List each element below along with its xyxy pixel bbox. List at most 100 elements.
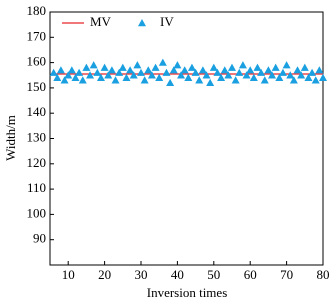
iv-point (282, 61, 291, 69)
y-tick-label: 140 (27, 104, 47, 119)
legend-label: IV (160, 14, 174, 29)
x-tick-label: 10 (62, 267, 75, 282)
iv-point (217, 73, 226, 81)
iv-point (158, 58, 167, 66)
x-tick-label: 40 (171, 267, 184, 282)
iv-point (75, 68, 84, 76)
iv-point (278, 68, 287, 76)
iv-point (100, 63, 109, 71)
iv-point (187, 63, 196, 71)
iv-point (238, 61, 247, 69)
iv-point (228, 63, 236, 71)
iv-point (107, 66, 116, 74)
y-tick-label: 90 (33, 231, 46, 246)
iv-point (144, 66, 153, 74)
iv-point (78, 76, 87, 84)
iv-point (289, 76, 298, 84)
iv-point (246, 66, 255, 74)
iv-point (206, 78, 215, 87)
iv-point (257, 68, 266, 76)
iv-point (64, 71, 73, 79)
iv-point (93, 68, 102, 76)
x-tick-label: 60 (244, 267, 257, 282)
iv-point (180, 66, 189, 74)
iv-point (300, 63, 309, 71)
iv-point (271, 63, 280, 71)
iv-point (118, 63, 127, 71)
x-tick-label: 30 (135, 267, 148, 282)
iv-point (155, 73, 164, 81)
iv-point (242, 71, 251, 79)
iv-point (173, 61, 182, 69)
iv-point (67, 66, 76, 74)
iv-point (86, 71, 95, 79)
iv-point (253, 63, 262, 71)
y-tick-label: 150 (27, 79, 47, 94)
legend-swatch (138, 19, 146, 27)
iv-point (53, 73, 62, 81)
iv-point (111, 76, 120, 84)
y-tick-label: 110 (27, 180, 46, 195)
iv-point (297, 71, 306, 79)
plot-frame (49, 11, 324, 266)
iv-point (213, 68, 222, 76)
iv-point (162, 68, 171, 76)
iv-point (308, 68, 317, 76)
iv-point (137, 68, 145, 76)
iv-point (268, 71, 277, 79)
iv-point (275, 73, 284, 81)
x-tick-label: 70 (280, 267, 293, 282)
iv-point (60, 76, 69, 84)
y-tick-label: 120 (27, 155, 47, 170)
iv-point (177, 71, 186, 79)
iv-point (319, 73, 327, 81)
iv-point (140, 76, 149, 84)
iv-point (264, 66, 273, 74)
iv-point (224, 71, 233, 79)
iv-point (115, 68, 124, 76)
iv-point (311, 76, 320, 84)
iv-point (49, 68, 58, 76)
iv-point (220, 66, 229, 74)
iv-point (71, 73, 80, 81)
iv-point (249, 73, 258, 81)
iv-point (198, 66, 207, 74)
iv-point (126, 66, 135, 74)
iv-point (133, 61, 142, 69)
iv-point (96, 73, 105, 81)
iv-point (293, 66, 302, 74)
iv-point (166, 78, 175, 87)
iv-point (209, 63, 218, 71)
iv-point (89, 61, 98, 69)
iv-point (191, 68, 200, 76)
y-tick-label: 160 (27, 54, 47, 69)
iv-point (147, 71, 156, 79)
iv-point (169, 66, 178, 74)
iv-point (56, 66, 65, 74)
y-tick-label: 180 (27, 3, 47, 18)
iv-point (304, 73, 313, 81)
iv-point (286, 71, 295, 79)
iv-point (122, 73, 131, 81)
y-tick-label: 130 (27, 129, 47, 144)
iv-point (195, 76, 204, 84)
y-tick-label: 170 (27, 28, 47, 43)
legend-label: MV (90, 14, 112, 29)
iv-point (82, 63, 91, 71)
x-tick-label: 80 (317, 267, 330, 282)
iv-point (129, 71, 138, 79)
y-axis-label: Width/m (3, 115, 18, 161)
iv-point (231, 76, 240, 84)
y-tick-label: 100 (27, 205, 47, 220)
iv-point (184, 73, 193, 81)
x-tick-label: 50 (207, 267, 220, 282)
iv-point (315, 66, 324, 74)
iv-point (260, 76, 269, 84)
x-axis-label: Inversion times (147, 285, 228, 300)
x-tick-label: 20 (98, 267, 111, 282)
iv-point (202, 71, 211, 79)
iv-point (151, 63, 160, 71)
iv-point (104, 71, 113, 79)
iv-point (235, 68, 244, 76)
